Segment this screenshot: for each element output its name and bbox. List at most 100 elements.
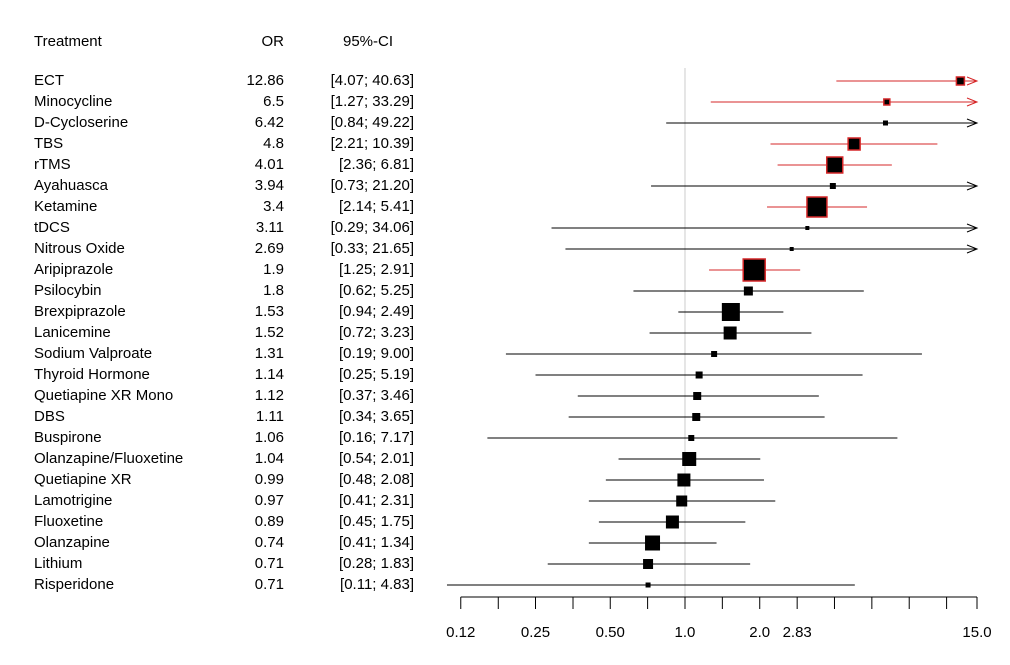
treatment-label: Quetiapine XR Mono [34,387,173,404]
ci-label: [0.33; 21.65] [331,240,414,257]
treatment-label: Ayahuasca [34,177,109,194]
treatment-label: TBS [34,135,63,152]
or-label: 6.42 [255,114,284,131]
or-label: 1.04 [255,450,284,467]
estimate-box [688,435,695,441]
treatment-label: Minocycline [34,93,112,110]
or-label: 4.01 [255,156,284,173]
ci-arrow [966,118,979,128]
or-label: 1.11 [256,408,284,425]
or-label: 3.11 [256,219,284,236]
or-label: 1.53 [255,303,284,320]
estimate-box [883,98,891,106]
or-label: 0.71 [255,555,284,572]
estimate-box [721,303,740,321]
or-label: 4.8 [263,135,284,152]
or-label: 0.74 [255,534,284,551]
or-label: 1.9 [263,261,284,278]
ci-label: [4.07; 40.63] [331,72,414,89]
x-tick-label: 15.0 [962,624,991,641]
estimate-box [805,226,810,230]
ci-label: [0.25; 5.19] [339,366,414,383]
ci-label: [0.16; 7.17] [339,429,414,446]
treatment-label: DBS [34,408,65,425]
estimate-box [665,515,679,529]
estimate-box [825,156,844,174]
ci-label: [0.54; 2.01] [339,450,414,467]
estimate-box [693,392,702,400]
ci-arrow [966,97,979,107]
treatment-label: Olanzapine/Fluoxetine [34,450,183,467]
estimate-box [743,286,753,296]
treatment-label: Risperidone [34,576,114,593]
estimate-box [829,183,836,189]
or-label: 1.06 [255,429,284,446]
treatment-label: Fluoxetine [34,513,103,530]
estimate-box [789,247,794,251]
ci-label: [0.45; 1.75] [339,513,414,530]
header-ci: 95%-CI [343,33,393,50]
or-label: 0.97 [255,492,284,509]
treatment-label: Lithium [34,555,82,572]
treatment-label: Nitrous Oxide [34,240,125,257]
ci-label: [0.19; 9.00] [339,345,414,362]
ci-label: [0.62; 5.25] [339,282,414,299]
ci-label: [1.27; 33.29] [331,93,414,110]
treatment-label: Brexpiprazole [34,303,126,320]
treatment-label: Ketamine [34,198,97,215]
treatment-label: rTMS [34,156,71,173]
ci-arrow [966,181,979,191]
ci-label: [0.72; 3.23] [339,324,414,341]
estimate-box [682,452,697,466]
treatment-label: ECT [34,72,64,89]
treatment-label: Psilocybin [34,282,102,299]
ci-label: [0.34; 3.65] [339,408,414,425]
estimate-box [742,258,766,282]
or-label: 6.5 [263,93,284,110]
treatment-label: Sodium Valproate [34,345,152,362]
treatment-label: Olanzapine [34,534,110,551]
treatment-label: Quetiapine XR [34,471,132,488]
ci-arrow [966,223,979,233]
treatment-label: Aripiprazole [34,261,113,278]
estimate-box [676,495,688,507]
header-treatment: Treatment [34,33,103,50]
ci-label: [0.94; 2.49] [339,303,414,320]
treatment-label: tDCS [34,219,70,236]
ci-label: [0.29; 34.06] [331,219,414,236]
or-label: 1.8 [263,282,284,299]
estimate-box [806,196,828,218]
ci-label: [0.28; 1.83] [339,555,414,572]
or-label: 1.12 [255,387,284,404]
estimate-box [955,76,966,86]
ci-label: [0.48; 2.08] [339,471,414,488]
ci-label: [0.73; 21.20] [331,177,414,194]
or-label: 2.69 [255,240,284,257]
or-label: 0.71 [255,576,284,593]
treatment-label: Buspirone [34,429,102,446]
ci-label: [0.11; 4.83] [340,576,414,593]
or-label: 3.4 [263,198,284,215]
or-label: 0.89 [255,513,284,530]
x-tick-label: 0.25 [521,624,550,641]
ci-label: [0.84; 49.22] [331,114,414,131]
or-label: 0.99 [255,471,284,488]
treatment-label: Lanicemine [34,324,111,341]
ci-label: [2.21; 10.39] [331,135,414,152]
estimate-box [645,535,661,551]
or-label: 12.86 [246,72,284,89]
estimate-box [695,371,703,379]
ci-arrow [966,244,979,254]
x-tick-label: 1.0 [675,624,696,641]
estimate-box [677,473,691,487]
or-label: 1.52 [255,324,284,341]
treatment-label: Lamotrigine [34,492,112,509]
treatment-label: D-Cycloserine [34,114,128,131]
estimate-box [723,326,737,340]
ci-label: [2.36; 6.81] [339,156,414,173]
x-tick-label: 2.0 [749,624,770,641]
estimate-box [711,351,718,357]
estimate-box [847,137,861,151]
estimate-box [692,413,701,421]
